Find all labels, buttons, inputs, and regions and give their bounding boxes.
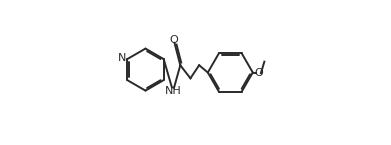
Text: NH: NH bbox=[165, 86, 181, 96]
Text: O: O bbox=[254, 68, 263, 77]
Text: N: N bbox=[118, 53, 126, 63]
Text: O: O bbox=[169, 35, 178, 45]
